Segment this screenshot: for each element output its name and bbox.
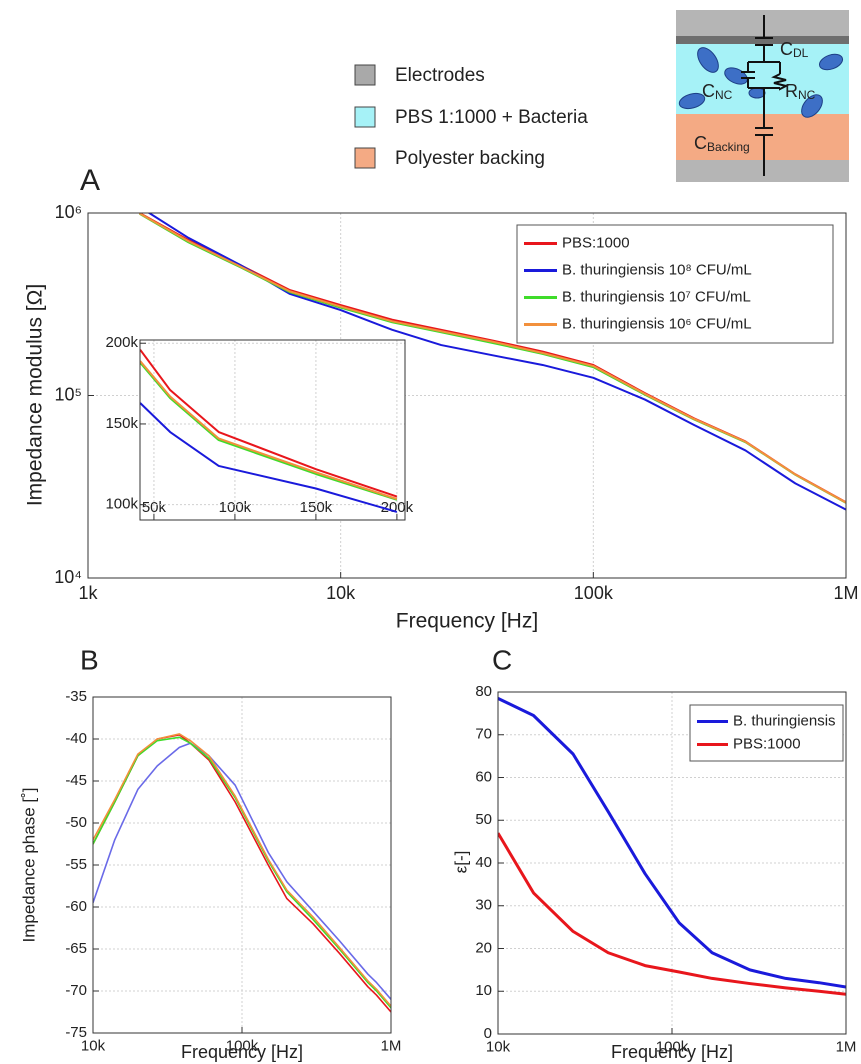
series-group — [93, 733, 391, 1013]
data-line — [93, 742, 391, 1000]
x-tick-label: 10k — [81, 1037, 106, 1054]
data-line — [140, 402, 398, 513]
circuit-label: RNC — [785, 81, 816, 102]
plot-frame — [139, 339, 406, 521]
y-tick-label: 10⁵ — [55, 384, 82, 404]
y-tick-label: 30 — [475, 897, 492, 914]
x-tick-label: 10k — [486, 1038, 511, 1055]
legend-box — [516, 224, 834, 344]
bacteria — [678, 47, 844, 118]
electrode-layer — [676, 10, 849, 40]
x-tick-label: 50k — [142, 499, 167, 516]
chart: 10k 100k 1M -75 -70 -65 -60 -55 -50 -45 -40 -35 B Fre… — [19, 644, 401, 1061]
data-line — [139, 213, 846, 504]
y-tick-label: 40 — [475, 854, 492, 871]
plot-area — [140, 340, 405, 520]
y-tick-label: -60 — [65, 898, 87, 915]
material-swatch — [354, 147, 376, 169]
legend-label: B. thuringiensis 10⁶ CFU/mL — [562, 315, 752, 332]
y-tick-label: -75 — [65, 1024, 87, 1041]
circuit-label: CDL — [780, 39, 809, 60]
material-label: Electrodes — [395, 65, 485, 86]
circuit-wires — [741, 15, 789, 176]
data-line — [93, 733, 391, 1007]
x-tick-label: 100k — [226, 1037, 259, 1054]
x-tick-label: 100k — [219, 499, 252, 516]
data-line — [140, 349, 398, 498]
data-line — [140, 361, 398, 501]
plot-frame — [497, 691, 847, 1035]
material-key: Electrodes PBS 1:1000 + Bacteria Polyest… — [354, 64, 588, 169]
panel-label: C — [492, 644, 512, 675]
x-tick-label: 100k — [656, 1038, 689, 1055]
material-swatch — [354, 64, 376, 86]
y-tick-label: -70 — [65, 982, 87, 999]
y-tick-label: 150k — [105, 415, 138, 432]
y-tick-label: 10⁴ — [54, 567, 82, 587]
electrode-edge — [676, 36, 849, 44]
y-tick-label: 200k — [105, 334, 138, 351]
y-tick-label: -40 — [65, 730, 87, 747]
electrode-layer — [676, 160, 849, 182]
y-axis-label: Impedance phase [˚] — [19, 788, 38, 943]
y-tick-label: 10⁶ — [55, 202, 82, 222]
x-axis-label: Frequency [Hz] — [181, 1042, 303, 1062]
panel-label: A — [80, 164, 100, 197]
y-tick-label: 60 — [475, 768, 492, 785]
x-tick-label: 10k — [326, 583, 356, 603]
x-tick-label: 1M — [836, 1038, 857, 1055]
x-tick-label: 150k — [300, 499, 333, 516]
legend-box — [689, 704, 844, 762]
material-label: Polyester backing — [395, 148, 545, 169]
backing-layer — [676, 114, 849, 160]
material-swatch — [354, 106, 376, 128]
y-tick-label: -65 — [65, 940, 87, 957]
y-tick-label: 0 — [484, 1025, 492, 1042]
data-line — [498, 832, 846, 996]
y-tick-label: -35 — [65, 688, 87, 705]
panel-label: B — [80, 644, 99, 675]
x-axis-label: Frequency [Hz] — [611, 1042, 733, 1062]
series-group — [140, 349, 398, 513]
x-tick-label: 200k — [381, 499, 414, 516]
chart: 10k 100k 1M 0 10 20 30 40 50 60 70 80 B. thuringiens… — [451, 644, 856, 1061]
legend-label: B. thuringiensis 10⁷ CFU/mL — [562, 288, 751, 305]
y-tick-label: 50 — [475, 811, 492, 828]
y-axis-label: ε[-] — [451, 851, 470, 874]
plot-frame — [87, 212, 847, 579]
material-label: PBS 1:1000 + Bacteria — [395, 107, 588, 128]
data-line — [498, 697, 846, 989]
x-tick-label: 1M — [381, 1037, 402, 1054]
y-tick-label: -45 — [65, 772, 87, 789]
y-tick-label: 20 — [475, 939, 492, 956]
legend-label: B. thuringiensis — [733, 712, 836, 729]
y-tick-label: 100k — [105, 496, 138, 513]
series-group — [139, 213, 846, 511]
circuit-label: CBacking — [694, 133, 750, 154]
circuit-label: CNC — [702, 81, 733, 102]
x-tick-label: 1k — [78, 583, 98, 603]
y-tick-label: 10 — [475, 982, 492, 999]
series-group — [498, 697, 846, 996]
data-line — [140, 360, 398, 500]
y-axis-label: Impedance modulus [Ω] — [24, 284, 47, 506]
plot-frame — [92, 696, 392, 1034]
legend-label: B. thuringiensis 10⁸ CFU/mL — [562, 261, 752, 278]
x-tick-label: 100k — [574, 583, 614, 603]
x-axis-label: Frequency [Hz] — [396, 610, 538, 633]
y-tick-label: 70 — [475, 726, 492, 743]
circuit-diagram: CDL CNC RNC CBacking — [676, 10, 849, 182]
y-tick-label: -55 — [65, 856, 87, 873]
legend-label: PBS:1000 — [733, 735, 801, 752]
y-tick-label: 80 — [475, 683, 492, 700]
y-tick-label: -50 — [65, 814, 87, 831]
x-tick-label: 1M — [833, 583, 858, 603]
legend-label: PBS:1000 — [562, 234, 630, 251]
